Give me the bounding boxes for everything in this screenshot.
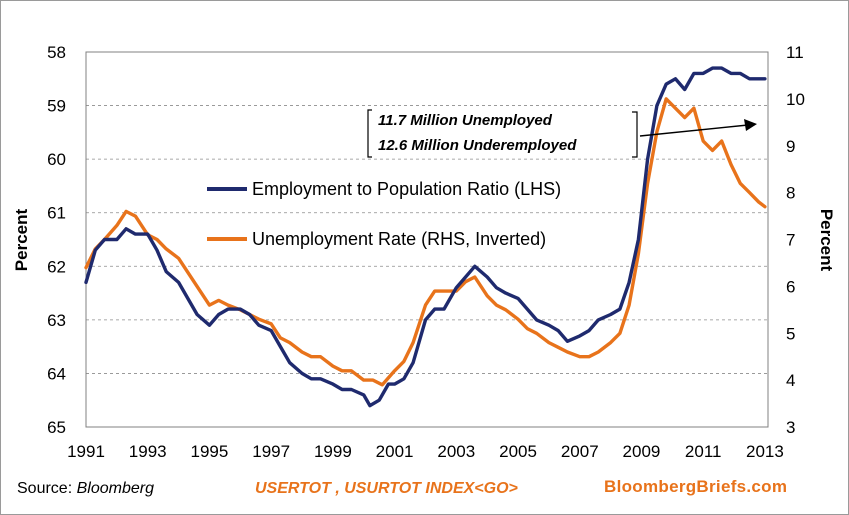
x-tick-label: 2005 (499, 442, 537, 461)
annotation-line-2: 12.6 Million Underemployed (378, 137, 577, 154)
brand-watermark: BloombergBriefs.com (604, 477, 788, 496)
y-right-tick-label: 11 (786, 43, 804, 62)
x-tick-label: 2011 (685, 442, 722, 461)
source-label: Source: (17, 480, 73, 497)
y-left-tick-label: 59 (47, 97, 66, 116)
x-tick-label: 1991 (67, 442, 105, 461)
gridlines (85, 51, 769, 428)
series-line-unemployment (84, 97, 767, 387)
y-left-tick-label: 61 (47, 204, 66, 223)
x-tick-label: 2009 (623, 442, 661, 461)
annotation-bracket-right (632, 111, 638, 158)
y-right-tick-label: 10 (786, 90, 805, 109)
y-right-tick-label: 3 (786, 418, 795, 437)
x-tick-label: 2013 (746, 442, 784, 461)
y-axis-title-right: Percent (817, 209, 836, 272)
x-tick-label: 2007 (561, 442, 599, 461)
y-left-tick-label: 64 (47, 364, 66, 383)
ticker-command: USERTOT , USURTOT INDEX<GO> (255, 480, 518, 497)
series-line-employment (84, 66, 767, 408)
annotation-bracket-left (367, 109, 372, 158)
y-right-tick-label: 4 (786, 371, 795, 390)
y-right-tick-label: 6 (786, 277, 795, 296)
y-left-tick-label: 58 (47, 43, 66, 62)
y-right-tick-label: 8 (786, 184, 795, 203)
annotation-arrowhead (744, 119, 757, 131)
source-name: Bloomberg (76, 480, 154, 497)
x-tick-label: 1999 (314, 442, 352, 461)
x-tick-label: 2003 (437, 442, 475, 461)
legend-label-unemployment: Unemployment Rate (RHS, Inverted) (252, 229, 546, 249)
y-left-tick-label: 62 (47, 257, 66, 276)
x-tick-label: 1995 (191, 442, 229, 461)
y-right-tick-label: 7 (786, 231, 795, 250)
y-right-tick-label: 5 (786, 324, 795, 343)
x-tick-label: 1993 (129, 442, 167, 461)
x-tick-label: 1997 (252, 442, 290, 461)
plot-border (85, 51, 769, 428)
legend-label-employment: Employment to Population Ratio (LHS) (252, 179, 561, 199)
y-axis-title-left: Percent (12, 208, 31, 271)
annotation: 11.7 Million Unemployed 12.6 Million Und… (367, 109, 757, 158)
y-left-tick-label: 60 (47, 150, 66, 169)
y-right-tick-label: 9 (786, 137, 795, 156)
y-left-tick-label: 63 (47, 311, 66, 330)
legend: Employment to Population Ratio (LHS) Une… (207, 179, 561, 249)
y-left-tick-label: 65 (47, 418, 66, 437)
series-lines (84, 66, 767, 408)
source-note: Source: Bloomberg (17, 480, 154, 498)
annotation-arrow (639, 124, 749, 137)
x-tick-label: 2001 (376, 442, 414, 461)
annotation-line-1: 11.7 Million Unemployed (378, 112, 553, 129)
